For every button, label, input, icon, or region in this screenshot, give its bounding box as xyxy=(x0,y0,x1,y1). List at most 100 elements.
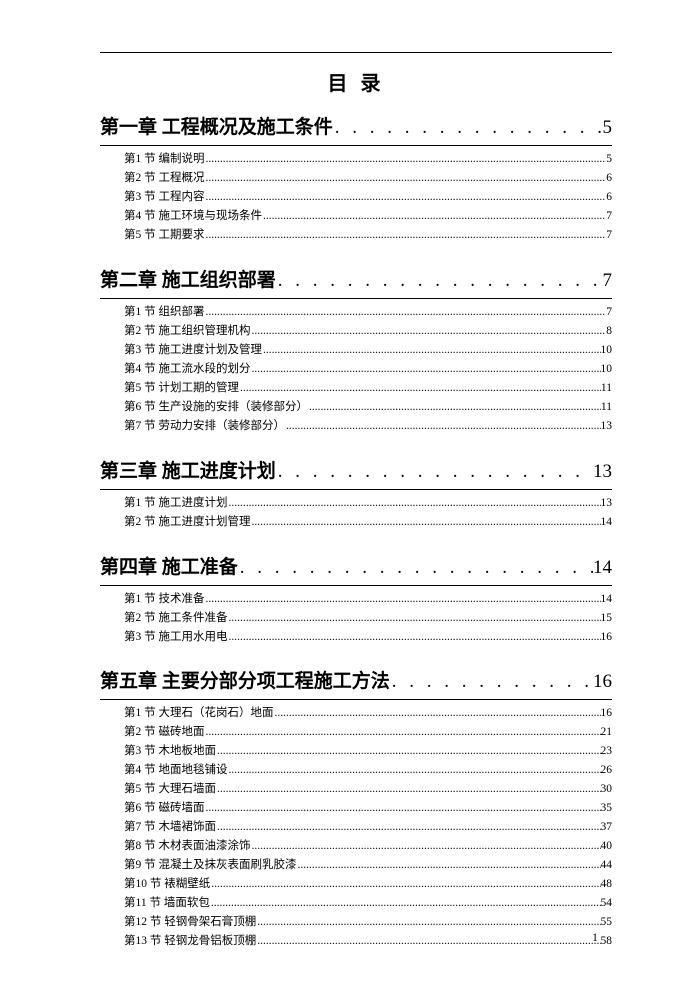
section-page: 14 xyxy=(601,590,613,609)
chapter-leader: . . . . . . . . . . . . . . . . . . . . … xyxy=(238,557,593,579)
section-page: 7 xyxy=(606,303,612,322)
section-label: 第4 节 地面地毯铺设 xyxy=(124,761,228,780)
chapter-entry: 第二章 施工组织部署. . . . . . . . . . . . . . . … xyxy=(100,265,612,292)
section-entry: 第1 节 大理石（花岗石）地面.........................… xyxy=(100,704,612,723)
section-page: 44 xyxy=(601,856,613,875)
section-entry: 第8 节 木材表面油漆涂饰...........................… xyxy=(100,837,612,856)
section-leader: ........................................… xyxy=(228,761,601,780)
section-label: 第3 节 施工用水用电 xyxy=(124,628,228,647)
section-page: 10 xyxy=(601,341,613,360)
section-leader: ........................................… xyxy=(205,303,607,322)
section-entry: 第6 节 磁砖墙面...............................… xyxy=(100,799,612,818)
section-page: 6 xyxy=(606,169,612,188)
toc-body: 第一章 工程概况及施工条件. . . . . . . . . . . . . .… xyxy=(100,112,612,951)
section-leader: ........................................… xyxy=(251,360,601,379)
section-leader: ........................................… xyxy=(205,723,601,742)
section-page: 6 xyxy=(606,188,612,207)
section-page: 30 xyxy=(601,780,613,799)
section-page: 55 xyxy=(601,913,613,932)
section-page: 26 xyxy=(601,761,613,780)
section-page: 21 xyxy=(601,723,613,742)
section-label: 第2 节 施工组织管理机构 xyxy=(124,322,251,341)
section-entry: 第3 节 工程内容...............................… xyxy=(100,188,612,207)
section-page: 11 xyxy=(601,398,612,417)
section-entry: 第7 节 木墙裙饰面..............................… xyxy=(100,818,612,837)
section-page: 14 xyxy=(601,513,613,532)
section-label: 第13 节 轻钢龙骨铝板顶棚 xyxy=(124,932,256,951)
section-label: 第1 节 施工进度计划 xyxy=(124,494,228,513)
section-entry: 第5 节 计划工期的管理............................… xyxy=(100,379,612,398)
document-page: 目 录 第一章 工程概况及施工条件. . . . . . . . . . . .… xyxy=(0,0,690,991)
chapter-page: 5 xyxy=(603,117,613,139)
section-leader: ........................................… xyxy=(216,742,601,761)
chapter-leader: . . . . . . . . . . . . . . . . . . . . … xyxy=(333,117,603,139)
section-leader: ........................................… xyxy=(239,379,601,398)
section-page: 11 xyxy=(601,379,612,398)
section-leader: ........................................… xyxy=(216,780,601,799)
section-block: 第1 节 施工进度计划.............................… xyxy=(100,489,612,532)
section-label: 第1 节 大理石（花岗石）地面 xyxy=(124,704,274,723)
section-leader: ........................................… xyxy=(210,894,601,913)
section-label: 第2 节 施工条件准备 xyxy=(124,609,228,628)
section-label: 第5 节 大理石墙面 xyxy=(124,780,216,799)
section-leader: ........................................… xyxy=(256,932,600,951)
section-label: 第2 节 磁砖地面 xyxy=(124,723,205,742)
section-page: 40 xyxy=(601,837,613,856)
chapter-entry: 第三章 施工进度计划. . . . . . . . . . . . . . . … xyxy=(100,456,612,483)
section-entry: 第1 节 技术准备...............................… xyxy=(100,590,612,609)
chapter-leader: . . . . . . . . . . . . . . . . . . . . … xyxy=(390,671,593,693)
section-leader: ........................................… xyxy=(251,322,607,341)
section-entry: 第2 节 施工进度计划管理...........................… xyxy=(100,513,612,532)
section-entry: 第4 节 地面地毯铺设.............................… xyxy=(100,761,612,780)
section-entry: 第1 节 组织部署...............................… xyxy=(100,303,612,322)
section-label: 第1 节 技术准备 xyxy=(124,590,205,609)
chapter-label: 第二章 施工组织部署 xyxy=(100,265,276,292)
section-leader: ........................................… xyxy=(205,590,601,609)
chapter-leader: . . . . . . . . . . . . . . . . . . . . … xyxy=(276,461,593,483)
chapter-page: 14 xyxy=(593,557,612,579)
section-leader: ........................................… xyxy=(205,188,607,207)
section-leader: ........................................… xyxy=(297,856,601,875)
section-page: 16 xyxy=(601,628,613,647)
section-label: 第8 节 木材表面油漆涂饰 xyxy=(124,837,251,856)
section-entry: 第7 节 劳动力安排（装修部分）........................… xyxy=(100,417,612,436)
section-page: 10 xyxy=(601,360,613,379)
section-leader: ........................................… xyxy=(228,609,601,628)
chapter-label: 第四章 施工准备 xyxy=(100,552,238,579)
section-label: 第6 节 磁砖墙面 xyxy=(124,799,205,818)
page-number: 1 xyxy=(592,930,598,945)
section-label: 第5 节 计划工期的管理 xyxy=(124,379,239,398)
section-entry: 第9 节 混凝土及抹灰表面刷乳胶漆.......................… xyxy=(100,856,612,875)
section-page: 54 xyxy=(601,894,613,913)
section-block: 第1 节 编制说明...............................… xyxy=(100,145,612,245)
section-entry: 第6 节 生产设施的安排（装修部分）......................… xyxy=(100,398,612,417)
section-label: 第7 节 木墙裙饰面 xyxy=(124,818,216,837)
section-entry: 第3 节 施工进度计划及管理..........................… xyxy=(100,341,612,360)
section-entry: 第12 节 轻钢骨架石膏顶棚..........................… xyxy=(100,913,612,932)
section-page: 5 xyxy=(606,150,612,169)
section-entry: 第2 节 磁砖地面...............................… xyxy=(100,723,612,742)
chapter-label: 第三章 施工进度计划 xyxy=(100,456,276,483)
section-page: 13 xyxy=(601,494,613,513)
section-label: 第10 节 裱糊壁纸 xyxy=(124,875,210,894)
section-leader: ........................................… xyxy=(205,226,607,245)
section-label: 第12 节 轻钢骨架石膏顶棚 xyxy=(124,913,256,932)
section-label: 第2 节 施工进度计划管理 xyxy=(124,513,251,532)
section-leader: ........................................… xyxy=(262,341,601,360)
section-label: 第3 节 木地板地面 xyxy=(124,742,216,761)
section-page: 58 xyxy=(601,932,613,951)
top-rule xyxy=(100,52,612,53)
section-page: 23 xyxy=(601,742,613,761)
section-leader: ........................................… xyxy=(256,913,600,932)
section-entry: 第2 节 工程概况...............................… xyxy=(100,169,612,188)
section-entry: 第4 节 施工环境与现场条件..........................… xyxy=(100,207,612,226)
section-leader: ........................................… xyxy=(205,169,607,188)
section-page: 8 xyxy=(606,322,612,341)
section-label: 第11 节 墙面软包 xyxy=(124,894,210,913)
section-label: 第2 节 工程概况 xyxy=(124,169,205,188)
section-entry: 第2 节 施工条件准备.............................… xyxy=(100,609,612,628)
section-entry: 第4 节 施工流水段的划分...........................… xyxy=(100,360,612,379)
section-leader: ........................................… xyxy=(216,818,601,837)
section-leader: ........................................… xyxy=(251,513,601,532)
chapter-page: 16 xyxy=(593,671,612,693)
